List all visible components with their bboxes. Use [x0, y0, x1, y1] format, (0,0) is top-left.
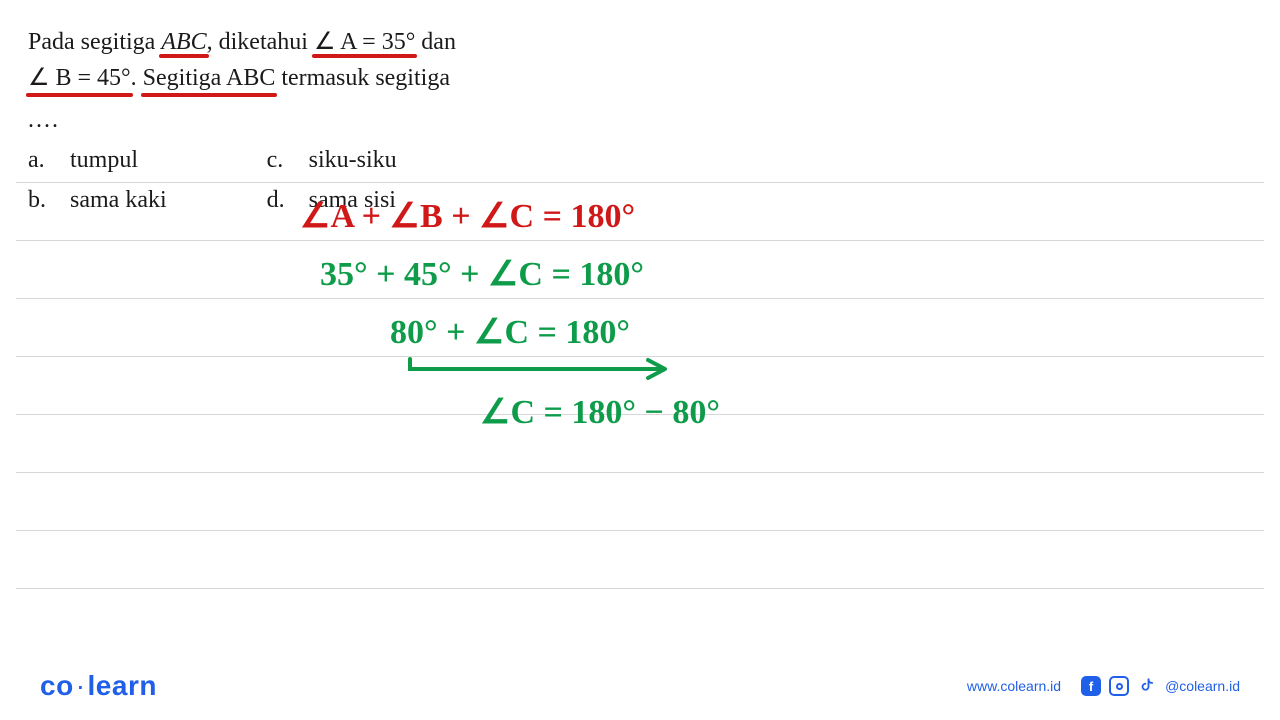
handwriting-line-2: 35° + 45° + ∠C = 180° [320, 254, 644, 294]
text-segment: dan [415, 29, 456, 55]
footer-url: www.colearn.id [967, 678, 1061, 694]
handwriting-line-4: ∠C = 180° − 80° [480, 392, 720, 432]
underlined-segitiga-abc: Segitiga ABC [143, 65, 276, 91]
option-text: tumpul [70, 142, 138, 178]
ruled-line [16, 298, 1264, 299]
option-c: c. siku-siku [267, 142, 397, 178]
ellipsis: .... [28, 102, 1252, 138]
option-text: siku-siku [309, 142, 397, 178]
arrow-icon [400, 354, 680, 384]
social-icons: f @colearn.id [1081, 676, 1240, 696]
social-handle: @colearn.id [1165, 678, 1240, 694]
handwriting-line-1: ∠A + ∠B + ∠C = 180° [300, 196, 635, 236]
logo-learn: learn [88, 670, 157, 701]
ruled-line [16, 182, 1264, 183]
footer: co·learn www.colearn.id f @colearn.id [0, 670, 1280, 702]
facebook-icon: f [1081, 676, 1101, 696]
tiktok-icon [1137, 676, 1157, 696]
logo-dot: · [76, 670, 86, 701]
option-a: a. tumpul [28, 142, 167, 178]
handwriting-line-3: 80° + ∠C = 180° [390, 312, 630, 352]
text-segment: . [131, 65, 143, 91]
ruled-area: ∠A + ∠B + ∠C = 180° 35° + 45° + ∠C = 180… [0, 182, 1280, 650]
underlined-abc: ABC [161, 29, 206, 55]
underlined-angle-a: ∠ A = 35° [314, 29, 415, 55]
logo-co: co [40, 670, 74, 701]
ruled-line [16, 530, 1264, 531]
option-letter: c. [267, 142, 289, 178]
underlined-angle-b: ∠ B = 45° [28, 65, 131, 91]
ruled-line [16, 240, 1264, 241]
option-letter: a. [28, 142, 50, 178]
question-line-1: Pada segitiga ABC, diketahui ∠ A = 35° d… [28, 24, 1252, 60]
footer-right: www.colearn.id f @colearn.id [967, 676, 1240, 696]
logo: co·learn [40, 670, 157, 702]
instagram-icon [1109, 676, 1129, 696]
text-segment: Pada segitiga [28, 29, 155, 55]
text-segment: termasuk segitiga [275, 65, 450, 91]
ruled-line [16, 588, 1264, 589]
ruled-line [16, 472, 1264, 473]
question-line-2: ∠ B = 45°. Segitiga ABC termasuk segitig… [28, 60, 1252, 96]
text-segment: , diketahui [207, 29, 314, 55]
